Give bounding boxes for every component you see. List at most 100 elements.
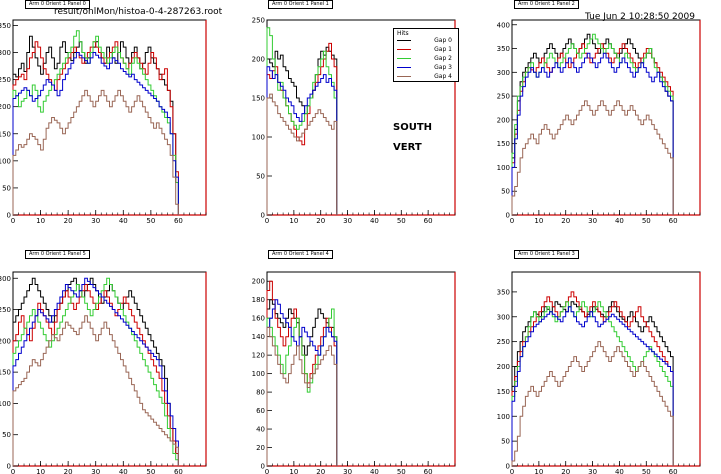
y-tick-label: 80 [256,389,265,397]
y-tick-label: 50 [256,173,265,181]
y-tick-label: 200 [0,337,11,345]
y-tick-label: 100 [497,413,510,421]
x-tick-label: 20 [561,468,570,474]
x-tick-label: 0 [11,217,15,225]
series-line-gap-4 [266,326,338,466]
x-tick-label: 50 [642,217,651,225]
y-tick-label: 100 [497,164,510,172]
x-tick-label: 0 [510,468,514,474]
panel-1-title: Arm 0 Orient 1 Panel 1 [268,0,333,9]
y-tick-label: 150 [497,388,510,396]
legend-label: Gap 3 [434,64,452,71]
series-line-gap-1 [511,291,674,466]
x-tick-label: 30 [588,468,597,474]
south-label: SOUTH [393,122,433,133]
legend-entry: Gap 2 [397,55,455,63]
y-tick-label: 0 [506,212,510,220]
x-tick-label: 10 [534,468,543,474]
series-line-gap-4 [511,341,674,466]
x-tick-label: 30 [588,217,597,225]
y-tick-label: 140 [252,333,265,341]
y-tick-label: 350 [497,45,510,53]
y-tick-label: 0 [7,463,11,471]
legend-label: Gap 4 [434,73,452,80]
legend-swatch [397,76,411,77]
series-line-gap-3 [511,306,674,466]
legend-swatch [397,49,411,50]
y-tick-label: 180 [252,296,265,304]
y-tick-label: 300 [497,313,510,321]
x-tick-label: 20 [561,217,570,225]
panel-3-title: Arm 0 Orient 1 Panel 5 [25,250,90,259]
x-tick-label: 50 [642,468,651,474]
series-line-gap-3 [266,299,338,466]
x-tick-label: 10 [36,217,45,225]
y-tick-label: 20 [256,444,265,452]
x-tick-label: 0 [510,217,514,225]
x-tick-label: 30 [91,217,100,225]
legend: Hits Gap 0 Gap 1 Gap 2 Gap 3 Gap 4 [393,28,459,82]
series-line-gap-4 [12,89,179,215]
plot-frame [511,271,701,467]
y-tick-label: 150 [497,140,510,148]
x-tick-label: 10 [534,217,543,225]
datetime-label: Tue Jun 2 10:28:50 2009 [585,12,695,22]
y-tick-label: 100 [252,134,265,142]
x-tick-label: 10 [289,217,298,225]
x-tick-label: 0 [265,217,269,225]
series-line-gap-4 [511,100,674,215]
x-tick-label: 0 [11,468,15,474]
y-tick-label: 50 [501,438,510,446]
legend-entry: Gap 1 [397,46,455,54]
series-line-gap-4 [12,315,179,466]
legend-swatch [397,58,411,59]
y-tick-label: 0 [506,463,510,471]
y-tick-label: 250 [252,17,265,25]
y-tick-label: 350 [0,22,11,30]
y-tick-label: 200 [497,116,510,124]
x-tick-label: 40 [370,217,379,225]
legend-entry: Gap 4 [397,73,455,81]
x-tick-label: 50 [146,468,155,474]
y-tick-label: 300 [0,49,11,57]
y-tick-label: 40 [256,426,265,434]
series-line-gap-2 [12,30,179,215]
y-tick-label: 150 [0,130,11,138]
x-tick-label: 40 [615,468,624,474]
series-line-gap-1 [12,41,179,215]
y-tick-label: 150 [252,95,265,103]
y-tick-label: 250 [0,76,11,84]
x-tick-label: 60 [174,217,183,225]
series-line-gap-3 [266,66,338,215]
plot-frame [266,271,456,467]
y-tick-label: 50 [2,431,11,439]
x-tick-label: 40 [370,468,379,474]
series-line-gap-3 [12,277,179,466]
y-tick-label: 120 [252,352,265,360]
y-tick-label: 60 [256,407,265,415]
y-tick-label: 200 [252,278,265,286]
x-tick-label: 30 [343,468,352,474]
legend-title: Hits [397,30,409,37]
series-line-gap-2 [266,27,338,215]
x-tick-label: 60 [669,468,678,474]
x-tick-label: 50 [397,468,406,474]
x-tick-label: 60 [424,468,433,474]
y-tick-label: 0 [7,212,11,220]
y-tick-label: 100 [0,157,11,165]
x-tick-label: 60 [174,468,183,474]
y-tick-label: 400 [497,21,510,29]
y-tick-label: 100 [252,370,265,378]
x-tick-label: 0 [265,468,269,474]
x-tick-label: 50 [146,217,155,225]
legend-entry: Gap 0 [397,37,455,45]
x-tick-label: 10 [36,468,45,474]
y-tick-label: 0 [261,463,265,471]
y-tick-label: 160 [252,315,265,323]
legend-label: Gap 2 [434,55,452,62]
x-tick-label: 20 [64,468,73,474]
legend-label: Gap 0 [434,37,452,44]
y-tick-label: 250 [497,93,510,101]
series-line-gap-4 [266,93,338,215]
y-tick-label: 250 [0,306,11,314]
